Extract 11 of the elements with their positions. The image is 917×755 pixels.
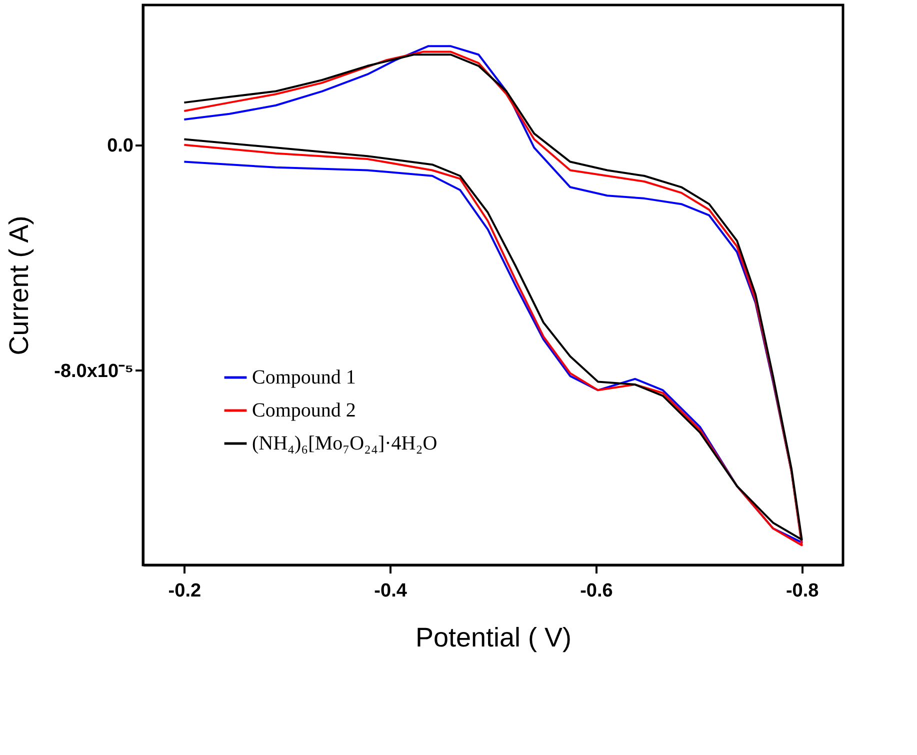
x-tick-label: -0.8 [786, 580, 819, 602]
legend-label: (NH₄)₆[Mo₇O₂₄]·4H₂O [252, 432, 438, 454]
y-tick-label: 0.0 [107, 135, 134, 156]
legend-label: Compound 2 [252, 400, 356, 422]
x-axis-title: Potential ( V) [415, 622, 572, 652]
x-tick-label: -0.4 [374, 580, 408, 602]
x-tick-label: -0.6 [580, 580, 613, 602]
legend-label: Compound 1 [252, 366, 356, 388]
x-tick-label: -0.2 [168, 580, 202, 602]
y-tick-label: -8.0x10⁻⁵ [54, 360, 134, 382]
y-axis-title: Current ( A) [4, 216, 34, 356]
